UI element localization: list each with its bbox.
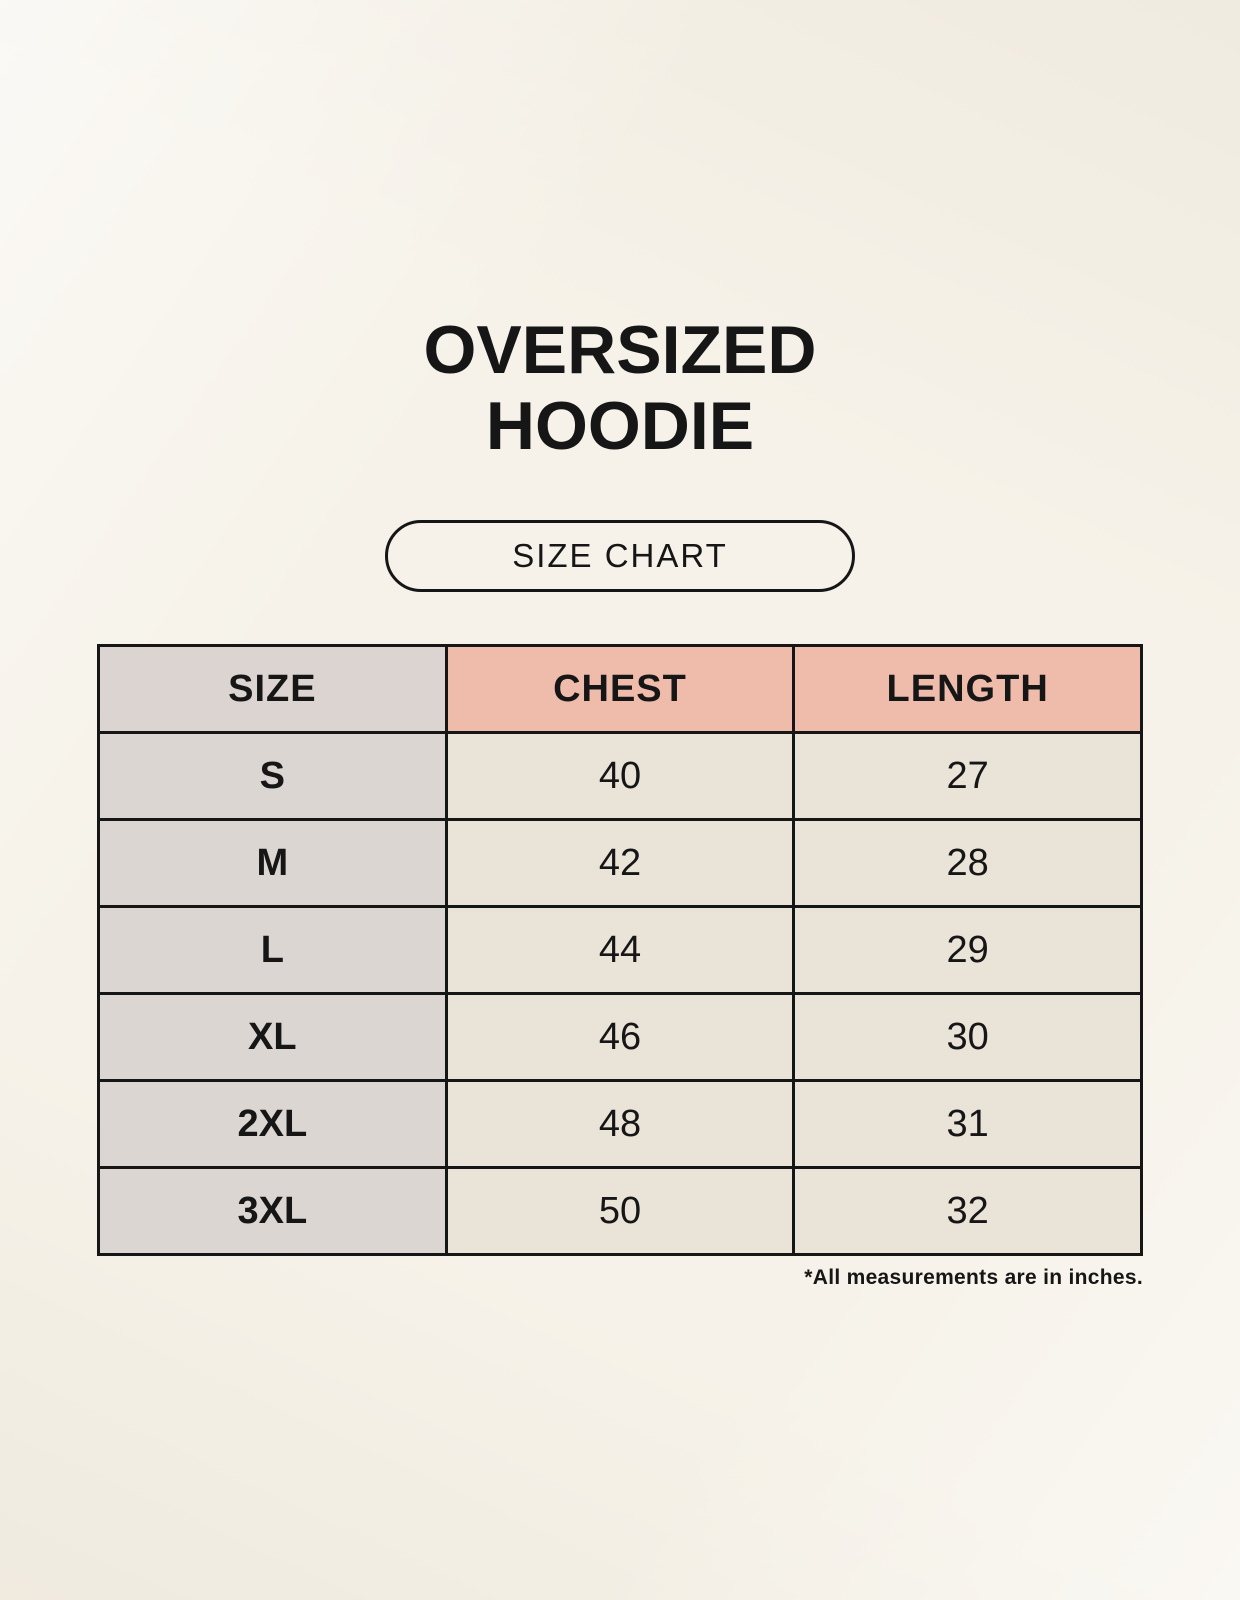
length-value: 29 [792,905,1143,995]
column-header-chest: CHEST [444,644,796,734]
size-chart-button[interactable]: SIZE CHART [385,520,855,592]
chest-value: 44 [444,905,796,995]
product-title-line1: OVERSIZED [423,312,817,388]
table-row: M 42 28 [97,818,1143,908]
measurements-footnote: *All measurements are in inches. [804,1266,1143,1289]
table-row: S 40 27 [97,731,1143,821]
column-header-length: LENGTH [792,644,1143,734]
size-label: XL [97,992,448,1082]
length-value: 32 [792,1166,1143,1256]
length-value: 30 [792,992,1143,1082]
size-label: M [97,818,448,908]
table-row: XL 46 30 [97,992,1143,1082]
chest-value: 50 [444,1166,796,1256]
table-header-row: SIZE CHEST LENGTH [97,644,1143,734]
table-row: L 44 29 [97,905,1143,995]
size-table: SIZE CHEST LENGTH S 40 27 M 42 28 L 44 2… [97,644,1143,1256]
size-label: 3XL [97,1166,448,1256]
size-chart-button-label: SIZE CHART [512,537,728,574]
product-title-line2: HOODIE [485,388,755,464]
product-title: OVERSIZED HOODIE [0,0,1240,464]
size-label: 2XL [97,1079,448,1169]
chest-value: 42 [444,818,796,908]
length-value: 28 [792,818,1143,908]
chest-value: 48 [444,1079,796,1169]
chest-value: 40 [444,731,796,821]
size-label: S [97,731,448,821]
table-row: 2XL 48 31 [97,1079,1143,1169]
chest-value: 46 [444,992,796,1082]
size-label: L [97,905,448,995]
length-value: 31 [792,1079,1143,1169]
length-value: 27 [792,731,1143,821]
column-header-size: SIZE [97,644,448,734]
table-row: 3XL 50 32 [97,1166,1143,1256]
